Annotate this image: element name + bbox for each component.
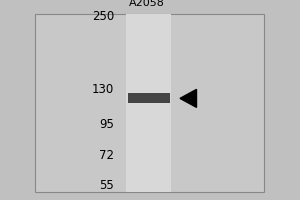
Text: 72: 72 (99, 149, 114, 162)
Bar (34, 14, 264, 192)
Bar (128, 93, 170, 103)
Text: 55: 55 (99, 179, 114, 192)
Text: 95: 95 (99, 118, 114, 131)
Bar (126, 14, 171, 192)
Polygon shape (180, 89, 196, 107)
Text: A2058: A2058 (129, 0, 165, 8)
Text: 130: 130 (92, 83, 114, 96)
Text: 250: 250 (92, 10, 114, 23)
